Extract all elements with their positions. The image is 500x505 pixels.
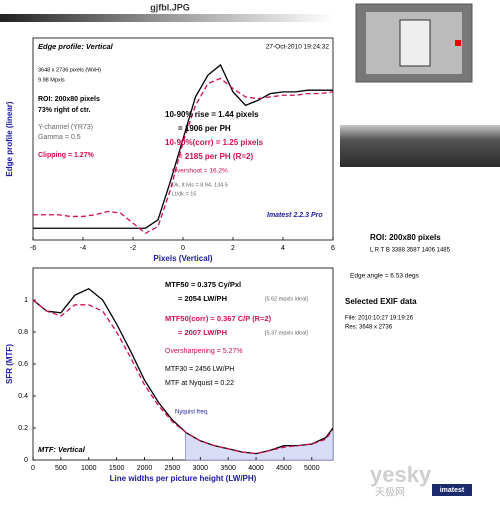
annotation: MTF50(corr) = 0.367 C/P (R=2)	[165, 314, 272, 323]
thumbnail-roi	[455, 40, 461, 46]
y-axis-label: SFR (MTF)	[5, 344, 14, 384]
x-tick-label: 2	[231, 245, 235, 252]
chart-title: MTF: Vertical	[38, 445, 86, 454]
title-gradient	[0, 14, 335, 22]
x-tick-label: 2500	[165, 465, 181, 472]
annotation: MTF at Nyquist = 0.22	[165, 380, 234, 387]
x-tick-label: 0	[31, 465, 35, 472]
series-line	[32, 299, 334, 455]
annotation: Overshoot = 16.2%	[172, 168, 228, 175]
x-tick-label: 4000	[248, 465, 264, 472]
x-tick-label: 5000	[304, 465, 320, 472]
series-line	[33, 63, 333, 229]
annotation: MTF50 = 0.375 Cy/Pxl	[165, 280, 241, 289]
series-line	[33, 77, 334, 235]
x-tick-label: 4500	[276, 465, 292, 472]
thumbnail-center	[399, 19, 431, 67]
annotation: [5.37 mpxls ideal]	[265, 330, 308, 336]
annotation: Clipping = 1.27%	[38, 152, 95, 159]
x-tick-label: -6	[30, 245, 36, 252]
annotation: Dk, lt lvls = 8.94, 134.5	[172, 182, 228, 188]
annotation: Imatest 2.2.3 Pro	[267, 212, 323, 219]
y-tick-label: 0.8	[18, 329, 28, 336]
annotation: = 2185 per PH (R=2)	[178, 152, 253, 161]
x-tick-label: 3000	[192, 465, 208, 472]
roi-image	[340, 125, 500, 167]
x-axis-label: Line widths per picture height (LW/PH)	[110, 474, 257, 483]
annotation: Nyquist freq.	[175, 410, 209, 416]
y-tick-label: 0.4	[18, 393, 28, 400]
y-tick-label: 0.6	[18, 361, 28, 368]
annotation: Y-channel (YR73)	[38, 124, 93, 131]
annotation: Gamma = 0.5	[38, 134, 81, 141]
y-tick-label: 0.2	[18, 425, 28, 432]
annotation: Oversharpening = 5.27%	[165, 348, 243, 355]
x-tick-label: 500	[55, 465, 67, 472]
chart-title: Edge profile: Vertical	[38, 42, 114, 51]
file-title: gjfbl.JPG	[150, 2, 190, 12]
annotation: = 2007 LW/PH	[178, 328, 227, 337]
annotation: = 1906 per PH	[178, 124, 231, 133]
x-tick-label: 1500	[109, 465, 125, 472]
x-tick-label: 1000	[81, 465, 97, 472]
exif-title: Selected EXIF data	[345, 297, 417, 306]
y-tick-label: 1	[24, 297, 28, 304]
x-tick-label: -2	[130, 245, 136, 252]
x-tick-label: 3500	[220, 465, 236, 472]
annotation: 10-90% rise = 1.44 pixels	[165, 110, 259, 119]
exif-file: File: 2010:10:27 19:19:26	[345, 316, 414, 322]
annotation: ROI: 200x80 pixels	[38, 96, 100, 103]
annotation: 9.98 Mpxls	[38, 77, 65, 83]
roi-lrtb: L R T B 3388 3587 1406 1485	[370, 248, 451, 254]
edge-angle: Edge angle = 6.53 degs	[350, 273, 420, 280]
x-tick-label: 6	[331, 245, 335, 252]
roi-size: ROI: 200x80 pixels	[370, 233, 441, 242]
x-tick-label: 2000	[137, 465, 153, 472]
annotation: 10-90%(corr) = 1.25 pixels	[165, 138, 264, 147]
annotation: [5.62 mpxls ideal]	[265, 296, 308, 302]
annotation: 73% right of ctr.	[38, 107, 91, 114]
annotation: = 2054 LW/PH	[178, 294, 227, 303]
annotation: MTF30 = 2456 LW/PH	[165, 366, 234, 373]
annotation: Lt/dk = 15	[172, 191, 196, 197]
y-axis-label: Edge profile (linear)	[5, 101, 14, 176]
x-axis-label: Pixels (Vertical)	[153, 254, 212, 263]
x-tick-label: 4	[281, 245, 285, 252]
watermark-cn: 天极网	[375, 486, 405, 499]
logo-box	[432, 484, 472, 496]
logo: imatest	[440, 487, 465, 494]
annotation: 3648 x 2736 pixels (WxH)	[38, 67, 101, 73]
exif-res: Res: 3648 x 2736	[345, 325, 393, 331]
timestamp: 27-Oct-2010 19:24:32	[266, 44, 330, 51]
x-tick-label: 0	[181, 245, 185, 252]
watermark-site: yesky	[370, 462, 432, 487]
y-tick-label: 0	[24, 457, 28, 464]
x-tick-label: -4	[80, 245, 86, 252]
